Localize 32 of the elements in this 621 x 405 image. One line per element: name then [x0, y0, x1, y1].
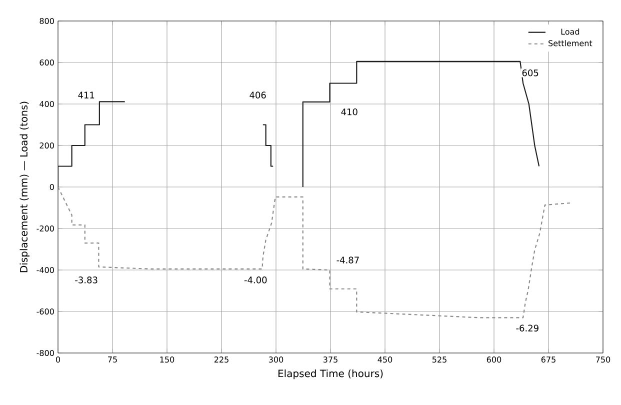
- x-tick-label: 225: [214, 356, 228, 363]
- x-tick-label: 600: [486, 356, 502, 363]
- y-axis-title: Displacement (mm) — Load (tons): [20, 102, 30, 272]
- y-tick-label: -200: [36, 225, 54, 232]
- y-tick-label: -600: [36, 308, 54, 315]
- y-tick-label: -800: [36, 350, 54, 356]
- annotation: -4.87: [336, 256, 359, 264]
- x-tick-label: 75: [108, 356, 117, 362]
- y-tick-label: 600: [40, 59, 54, 66]
- y-tick-label: -400: [36, 266, 54, 274]
- annotation: -4.00: [244, 276, 267, 284]
- x-tick-label: 0: [56, 356, 60, 363]
- x-tick-label: 525: [432, 356, 446, 363]
- y-tick-label: 400: [40, 100, 54, 108]
- x-tick-label: 375: [323, 356, 338, 363]
- annotation: 406: [250, 92, 266, 98]
- y-tick-label: 200: [40, 142, 54, 149]
- y-tick-label: 0: [50, 184, 54, 190]
- x-tick-label: 150: [160, 356, 174, 363]
- annotation: -3.83: [75, 276, 98, 284]
- legend-label: Load: [561, 28, 580, 35]
- x-tick-label: 450: [378, 356, 392, 363]
- x-axis-title: Elapsed Time (hours): [278, 369, 383, 380]
- annotation: 605: [522, 69, 538, 76]
- x-tick-label: 300: [268, 356, 284, 363]
- x-tick-label: 675: [541, 356, 556, 363]
- annotation: -6.29: [516, 324, 538, 332]
- legend-label: Settlement: [548, 40, 592, 46]
- y-tick-label: 800: [40, 18, 54, 24]
- annotation: 411: [78, 92, 94, 98]
- x-tick-label: 750: [596, 356, 610, 363]
- annotation: 410: [341, 108, 358, 116]
